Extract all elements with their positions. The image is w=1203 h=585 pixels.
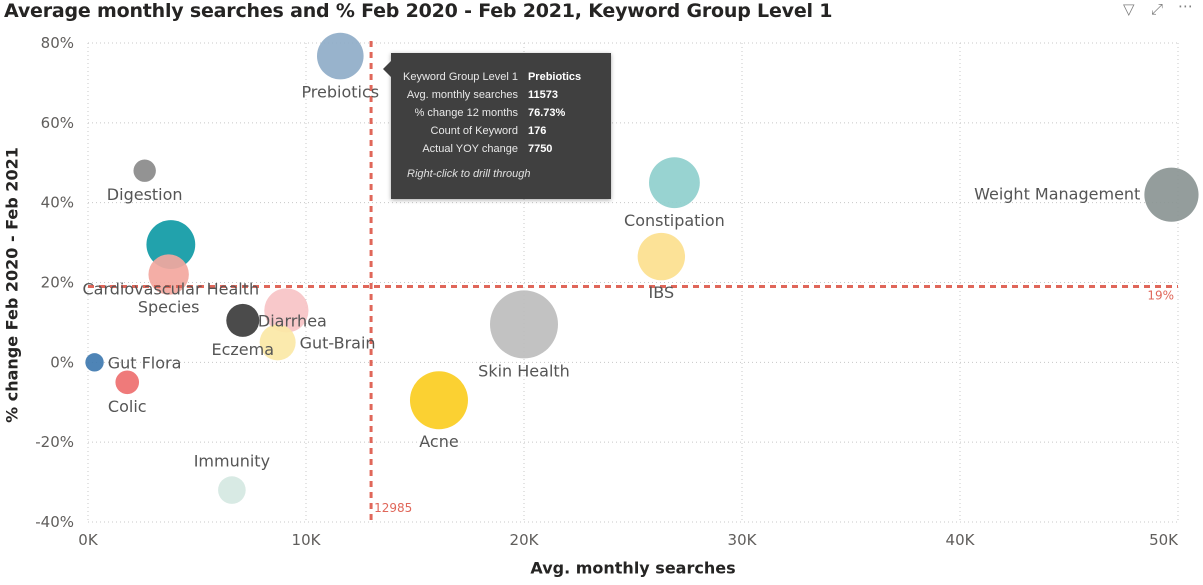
bubble-label: Eczema <box>212 340 275 359</box>
y-tick-label: 40% <box>41 194 74 212</box>
bubble-gut-brain[interactable] <box>259 324 296 361</box>
x-tick-label: 10K <box>292 531 322 549</box>
bubble-diarrhea[interactable] <box>264 288 309 333</box>
tooltip-key: Count of Keyword <box>430 125 518 137</box>
bubble-label: Prebiotics <box>301 82 379 101</box>
y-tick-label: 80% <box>41 34 74 52</box>
tooltip-table: Keyword Group Level 1 Prebiotics Avg. mont… <box>403 68 581 158</box>
bubble-ibs[interactable] <box>637 232 686 281</box>
y-tick-label: 20% <box>41 274 74 292</box>
y-tick-label: -20% <box>35 433 74 451</box>
data-tooltip: Keyword Group Level 1 Prebiotics Avg. mont… <box>383 53 611 199</box>
bubble-colic[interactable] <box>115 370 140 395</box>
x-tick-label: 40K <box>946 531 976 549</box>
tooltip-value: 176 <box>527 125 547 137</box>
bubble-digestion[interactable] <box>133 159 156 182</box>
x-tick-label: 20K <box>510 531 540 549</box>
bubble-label: Gut Flora <box>108 353 182 372</box>
bubble-gut-flora[interactable] <box>85 353 104 372</box>
bubble-label: IBS <box>649 283 675 302</box>
x-reference-label: 12985 <box>374 501 412 515</box>
tooltip-value: 11573 <box>527 89 558 101</box>
bubble-skin-health[interactable] <box>490 290 558 359</box>
y-reference-label: 19% <box>1147 288 1174 302</box>
tooltip-row: % change 12 months 76.73% <box>403 104 581 122</box>
bubble-label: Species <box>138 298 200 317</box>
bubble-label: Constipation <box>624 211 725 230</box>
y-tick-label: -40% <box>35 513 74 531</box>
bubble-label: Cardiovascular Health <box>83 280 260 299</box>
tooltip-key: % change 12 months <box>414 107 518 119</box>
tooltip-row: Avg. monthly searches 11573 <box>403 86 581 104</box>
bubble-species[interactable] <box>148 254 189 295</box>
tooltip-caret <box>383 61 391 77</box>
bubble-label: Acne <box>419 432 458 451</box>
tooltip-value: Prebiotics <box>527 71 582 83</box>
y-axis-label: % change Feb 2020 - Feb 2021 <box>2 147 22 423</box>
bubble-label: Immunity <box>194 451 270 470</box>
bubble-cardiovascular-health[interactable] <box>146 220 196 269</box>
bubble-label: Digestion <box>107 185 183 204</box>
x-tick-label: 50K <box>1149 531 1179 549</box>
bubble-acne[interactable] <box>409 371 468 430</box>
tooltip-value: 76.73% <box>527 107 566 119</box>
tooltip-row: Count of Keyword 176 <box>403 122 581 140</box>
bubble-label: Weight Management <box>974 185 1140 204</box>
bubble-label: Skin Health <box>478 361 570 380</box>
x-tick-label: 0K <box>78 531 99 549</box>
bubble-label: Gut-Brain <box>300 333 376 352</box>
bubble-constipation[interactable] <box>649 157 700 209</box>
tooltip-key: Keyword Group Level 1 <box>403 71 518 83</box>
tooltip-value: 7750 <box>527 143 553 155</box>
tooltip-row: Keyword Group Level 1 Prebiotics <box>403 68 581 86</box>
bubble-immunity[interactable] <box>218 476 246 504</box>
tooltip-row: Actual YOY change 7750 <box>403 140 581 158</box>
bubble-eczema[interactable] <box>226 303 260 337</box>
y-tick-label: 60% <box>41 114 74 132</box>
tooltip-hint: Right-click to drill through <box>407 168 531 180</box>
filter-icon[interactable]: ▽ <box>1123 0 1135 18</box>
bubble-prebiotics[interactable] <box>316 32 364 80</box>
focus-mode-icon[interactable]: ⤢ <box>1151 0 1164 18</box>
x-tick-label: 30K <box>728 531 758 549</box>
chart-title: Average monthly searches and % Feb 2020 … <box>4 0 833 22</box>
more-options-icon[interactable]: ⋯ <box>1178 0 1193 15</box>
tooltip-key: Avg. monthly searches <box>406 89 518 101</box>
y-tick-label: 0% <box>50 353 74 371</box>
x-axis-label: Avg. monthly searches <box>530 558 736 578</box>
bubble-weight-management[interactable] <box>1144 167 1199 222</box>
bubble-label: Colic <box>108 397 147 416</box>
bubble-label: Diarrhea <box>258 311 327 330</box>
tooltip-key: Actual YOY change <box>422 143 518 155</box>
